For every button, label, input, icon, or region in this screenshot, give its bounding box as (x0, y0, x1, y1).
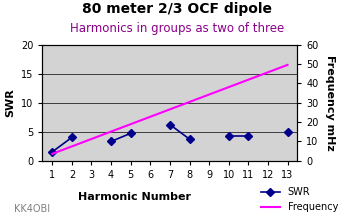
Text: Harmonic Number: Harmonic Number (78, 192, 191, 202)
Text: KK4OBI: KK4OBI (14, 204, 50, 214)
Y-axis label: Frequency mHz: Frequency mHz (325, 55, 336, 151)
Y-axis label: SWR: SWR (6, 88, 16, 117)
Text: Harmonics in groups as two of three: Harmonics in groups as two of three (70, 22, 284, 35)
Text: 80 meter 2/3 OCF dipole: 80 meter 2/3 OCF dipole (82, 2, 272, 16)
Legend: SWR, Frequency: SWR, Frequency (257, 183, 342, 216)
